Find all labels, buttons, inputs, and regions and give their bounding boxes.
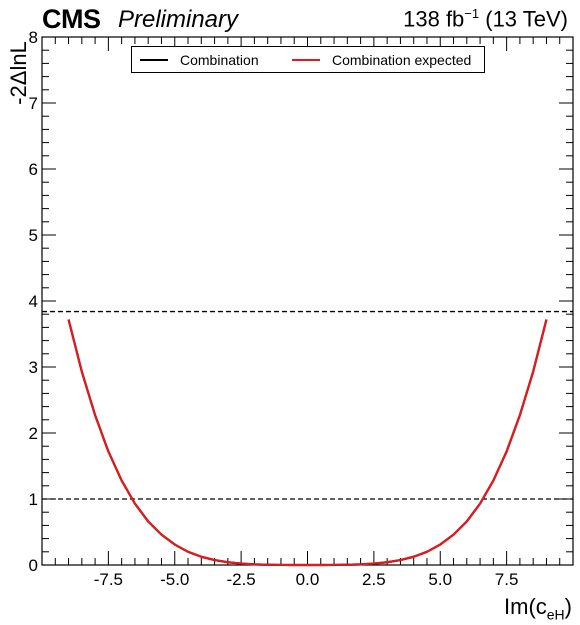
x-axis-label-main: Im(c xyxy=(504,594,547,619)
lumi-exponent: −1 xyxy=(464,6,480,21)
legend-item-expected: Combination expected xyxy=(284,52,471,68)
x-tick-label: -5.0 xyxy=(160,570,189,589)
x-tick-label: 2.5 xyxy=(362,570,386,589)
cms-label: CMS xyxy=(42,4,101,34)
x-axis-label: Im(ceH) xyxy=(504,594,572,622)
legend: Combination Combination expected xyxy=(131,46,485,73)
y-tick-label: 7 xyxy=(29,94,38,113)
y-tick-label: 3 xyxy=(29,358,38,377)
luminosity-label: 138 fb−1 (13 TeV) xyxy=(403,6,568,32)
x-tick-label: -2.5 xyxy=(226,570,255,589)
legend-swatch-observed xyxy=(140,58,168,61)
y-tick-label: 5 xyxy=(29,226,38,245)
x-tick-label: 7.5 xyxy=(495,570,519,589)
y-tick-label: 0 xyxy=(29,556,38,575)
y-tick-label: 1 xyxy=(29,490,38,509)
series-line-combination xyxy=(67,319,548,567)
lumi-prefix: 138 fb xyxy=(403,6,465,32)
x-axis-label-sub: eH xyxy=(546,606,565,623)
x-tick-label: -7.5 xyxy=(94,570,123,589)
y-tick-label: 4 xyxy=(29,292,38,311)
lumi-suffix: (13 TeV) xyxy=(485,6,568,32)
legend-label-expected: Combination expected xyxy=(332,51,472,68)
y-tick-label: 6 xyxy=(29,160,38,179)
preliminary-label: Preliminary xyxy=(118,6,239,33)
y-tick-label: 8 xyxy=(29,28,38,47)
series-line-combination-expected xyxy=(67,319,548,567)
legend-item-observed: Combination xyxy=(132,52,284,68)
x-tick-label: 0.0 xyxy=(296,570,320,589)
y-tick-label: 2 xyxy=(29,424,38,443)
y-axis-label: -2ΔlnL xyxy=(6,41,31,105)
legend-swatch-expected xyxy=(292,58,320,61)
plot-frame xyxy=(41,36,574,566)
x-axis-label-close: ) xyxy=(564,594,572,619)
x-tick-label: 5.0 xyxy=(428,570,452,589)
legend-label-observed: Combination xyxy=(180,51,259,68)
